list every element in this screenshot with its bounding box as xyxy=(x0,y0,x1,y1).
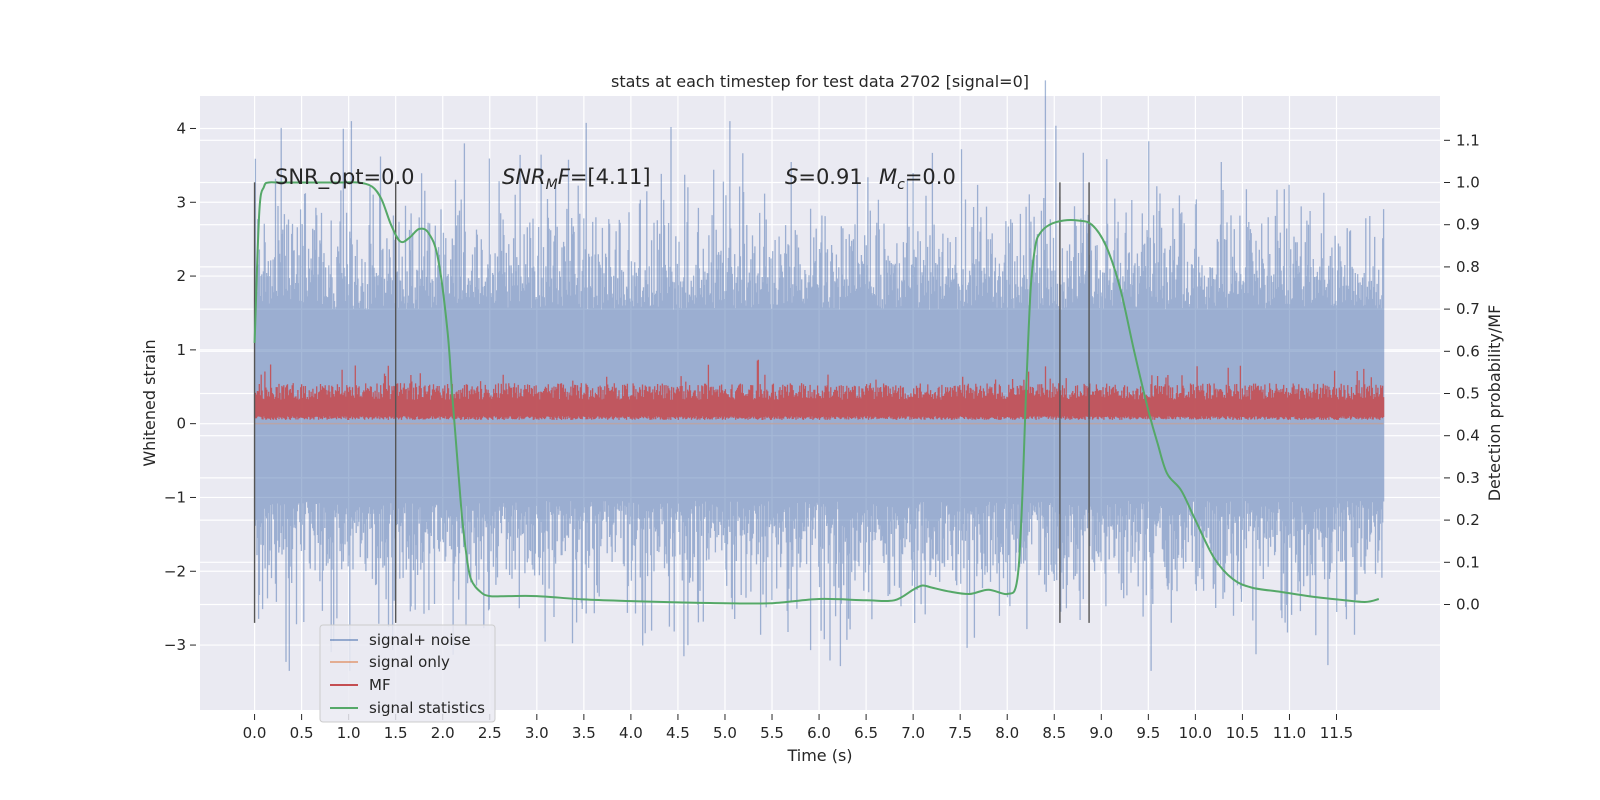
y2-axis-ticks: 1.1 1.0 0.9 0.8 0.7 0.6 0.5 0.4 0.3 0.2 0.1 0.0 xyxy=(1444,131,1480,614)
annotation-mc-sub: c xyxy=(897,177,905,193)
x-tick-label: 8.0 xyxy=(995,724,1019,742)
y2-axis-label: Detection probability/MF xyxy=(1485,305,1504,502)
x-tick-label: 7.5 xyxy=(948,724,972,742)
legend-box xyxy=(319,624,496,723)
legend-label-signal-statistics: signal statistics xyxy=(369,699,485,717)
y-tick-label: −3 xyxy=(164,636,186,654)
x-tick-label: 1.5 xyxy=(384,724,408,742)
legend-label-signal-only: signal only xyxy=(369,653,450,671)
x-tick-label: 6.5 xyxy=(854,724,878,742)
series-signal-statistics xyxy=(253,181,1380,605)
x-tick-label: 2.5 xyxy=(478,724,502,742)
y2-tick-label: 0.1 xyxy=(1456,553,1480,571)
x-tick-label: 8.5 xyxy=(1042,724,1066,742)
y2-tick-label: 1.1 xyxy=(1456,131,1480,149)
y-tick-label: 4 xyxy=(176,119,186,137)
y2-tick-label: 0.6 xyxy=(1456,342,1480,360)
annotation-mc: Mc=0.0 xyxy=(879,165,956,193)
x-tick-label: 11.5 xyxy=(1320,724,1353,742)
annotation-snr-opt: SNR_opt=0.0 xyxy=(275,165,415,190)
x-tick-label: 11.0 xyxy=(1273,724,1306,742)
y2-tick-label: 0.9 xyxy=(1456,216,1480,234)
x-tick-label: 0.5 xyxy=(290,724,314,742)
y-tick-label: 3 xyxy=(176,193,186,211)
y-tick-label: 2 xyxy=(176,267,186,285)
y-axis-label: Whitened strain xyxy=(140,339,159,466)
vertical-markers xyxy=(253,182,1090,623)
x-axis-label: Time (s) xyxy=(786,746,852,765)
legend: signal+ noise signal only MF signal stat… xyxy=(319,624,496,723)
x-tick-label: 10.5 xyxy=(1226,724,1259,742)
x-tick-label: 3.5 xyxy=(572,724,596,742)
x-tick-label: 2.0 xyxy=(431,724,455,742)
annotation-s-var: S xyxy=(785,165,798,189)
y2-tick-label: 0.7 xyxy=(1456,300,1480,318)
x-tick-label: 3.0 xyxy=(525,724,549,742)
annotation-s: S=0.91 xyxy=(785,165,863,189)
y2-tick-label: 1.0 xyxy=(1456,174,1480,192)
chart-title: stats at each timestep for test data 270… xyxy=(611,72,1029,91)
y2-tick-label: 0.5 xyxy=(1456,385,1480,403)
annotation-snr-mf: SNRMF=[4.11] xyxy=(502,165,651,193)
y2-tick-label: 0.3 xyxy=(1456,469,1480,487)
y2-tick-label: 0.4 xyxy=(1456,427,1480,445)
x-tick-label: 5.5 xyxy=(760,724,784,742)
y-tick-label: −2 xyxy=(164,562,186,580)
annotation-snr-mf-value: =[4.11] xyxy=(570,165,651,189)
y2-tick-label: 0.2 xyxy=(1456,511,1480,529)
y2-tick-label: 0.0 xyxy=(1456,596,1480,614)
annotation-snr-mf-sub: M xyxy=(546,177,558,193)
y-tick-label: −1 xyxy=(164,488,186,506)
legend-label-signal-noise: signal+ noise xyxy=(369,631,471,649)
x-tick-label: 9.5 xyxy=(1136,724,1160,742)
annotations: SNR_opt=0.0 SNRMF=[4.11] S=0.91 Mc=0.0 xyxy=(275,165,956,193)
x-tick-label: 1.0 xyxy=(337,724,361,742)
y2-tick-label: 0.8 xyxy=(1456,258,1480,276)
x-tick-label: 0.0 xyxy=(243,724,267,742)
x-tick-label: 5.0 xyxy=(713,724,737,742)
annotation-snr-mf-var: F xyxy=(558,165,571,189)
x-tick-label: 4.0 xyxy=(619,724,643,742)
x-tick-label: 9.0 xyxy=(1089,724,1113,742)
x-tick-label: 10.0 xyxy=(1179,724,1212,742)
annotation-snr-mf-main: SNR xyxy=(502,165,546,189)
y-axis-ticks: 4 3 2 1 0 −1 −2 −3 xyxy=(164,119,196,654)
annotation-s-value: =0.91 xyxy=(798,165,862,189)
x-axis-ticks: 0.0 0.5 1.0 1.5 2.0 2.5 3.0 3.5 4.0 4.5 5.0 5.5 6.0 6… xyxy=(243,714,1353,742)
x-tick-label: 4.5 xyxy=(666,724,690,742)
legend-label-mf: MF xyxy=(369,676,391,694)
y-tick-label: 0 xyxy=(176,415,186,433)
x-tick-label: 6.0 xyxy=(807,724,831,742)
x-tick-label: 7.0 xyxy=(901,724,925,742)
annotation-mc-value: =0.0 xyxy=(905,165,956,189)
annotation-mc-var: M xyxy=(879,165,897,189)
y-tick-label: 1 xyxy=(176,341,186,359)
